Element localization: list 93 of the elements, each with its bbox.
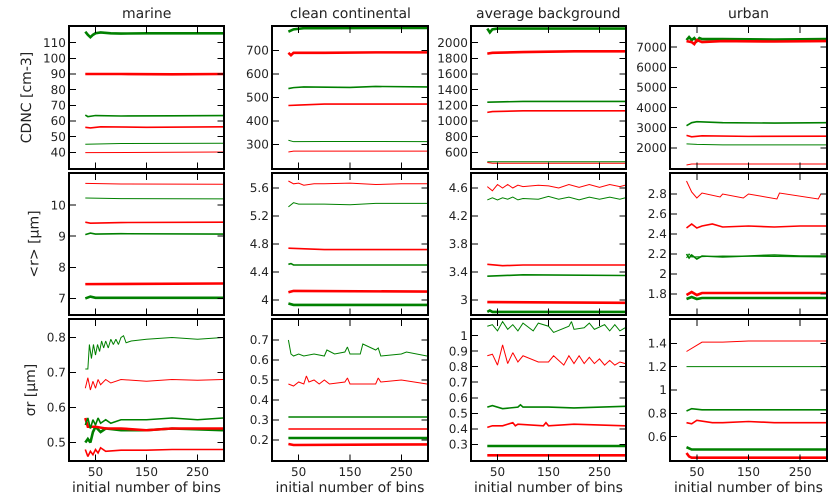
y-tick-label: 1 xyxy=(659,383,667,398)
y-tick-label: 0.9 xyxy=(448,344,468,358)
y-tick-label: 70 xyxy=(50,98,66,113)
y-tick-label: 1800 xyxy=(437,52,468,66)
y-tick-label: 6000 xyxy=(636,60,667,74)
y-tick-label: 60 xyxy=(50,114,66,128)
y-tick-label: 5.6 xyxy=(250,181,269,196)
y-tick-label: 600 xyxy=(444,146,468,160)
y-tick-label: 1.8 xyxy=(648,287,667,302)
x-tick-label: 150 xyxy=(537,465,560,480)
y-tick-label: 500 xyxy=(246,90,269,105)
y-tick-label: 9 xyxy=(58,229,66,244)
y-tick-label: 4.4 xyxy=(250,265,269,280)
y-tick-label: 1200 xyxy=(437,98,468,113)
x-tick-label: 150 xyxy=(135,465,158,480)
y-tick-label: 3.4 xyxy=(448,265,468,280)
y-tick-label: 2.4 xyxy=(648,227,667,242)
y-tick-label: 0.8 xyxy=(46,330,66,345)
y-tick-label: 0.6 xyxy=(648,430,667,444)
y-tick-label: 10 xyxy=(50,198,66,212)
y-tick-label: 2.8 xyxy=(648,187,667,202)
chart-title: clean continental xyxy=(290,6,411,22)
y-tick-label: 5.2 xyxy=(250,209,269,224)
y-tick-label: 0.8 xyxy=(448,360,468,374)
x-tick-label: 50 xyxy=(490,465,506,480)
y-tick-label: 4 xyxy=(261,293,269,308)
y-tick-label: 1000 xyxy=(437,114,468,128)
y-tick-label: 800 xyxy=(444,130,468,144)
x-tick-label: 50 xyxy=(291,465,306,480)
x-tick-label: 150 xyxy=(338,465,362,480)
y-axis-title: CDNC [cm-3] xyxy=(19,52,36,144)
y-tick-label: 0.5 xyxy=(46,436,66,450)
y-tick-label: 4.6 xyxy=(448,181,468,196)
y-tick-label: 40 xyxy=(50,146,66,160)
y-tick-label: 0.5 xyxy=(250,373,269,388)
x-axis-title: initial number of bins xyxy=(72,480,221,496)
y-tick-label: 0.8 xyxy=(648,406,667,421)
y-tick-label: 80 xyxy=(50,82,66,97)
y-tick-label: 0.3 xyxy=(448,438,468,452)
y-tick-label: 0.6 xyxy=(250,353,269,368)
y-tick-label: 0.7 xyxy=(250,333,269,348)
y-tick-label: 2000 xyxy=(636,141,667,156)
x-axis-title: initial number of bins xyxy=(674,480,823,496)
y-tick-label: 2.6 xyxy=(648,207,667,222)
y-tick-label: 600 xyxy=(246,67,269,82)
x-tick-label: 50 xyxy=(88,465,104,480)
y-axis-title: <r> [μm] xyxy=(26,210,43,278)
y-tick-label: 3.8 xyxy=(448,237,468,252)
y-tick-label: 700 xyxy=(246,44,269,58)
y-tick-label: 3000 xyxy=(636,120,667,135)
y-tick-label: 8 xyxy=(58,260,66,275)
x-axis-title: initial number of bins xyxy=(474,480,623,496)
y-tick-label: 400 xyxy=(246,114,269,128)
y-tick-label: 0.3 xyxy=(250,413,269,428)
y-tick-label: 2 xyxy=(659,267,667,282)
y-tick-label: 4.8 xyxy=(250,237,269,252)
y-tick-label: 0.5 xyxy=(448,406,468,421)
y-tick-label: 1400 xyxy=(437,82,468,97)
x-tick-label: 250 xyxy=(588,465,611,480)
y-tick-label: 7000 xyxy=(636,40,667,54)
y-tick-label: 110 xyxy=(42,36,66,50)
y-tick-label: 4000 xyxy=(636,100,667,115)
y-tick-label: 1 xyxy=(460,328,468,343)
chart-title: marine xyxy=(122,6,172,22)
y-tick-label: 1.4 xyxy=(648,336,667,351)
chart-title: urban xyxy=(728,6,769,22)
y-tick-label: 5000 xyxy=(636,80,667,95)
x-axis-title: initial number of bins xyxy=(276,480,424,496)
y-tick-label: 1600 xyxy=(437,67,468,82)
x-tick-label: 250 xyxy=(186,465,209,480)
y-tick-label: 0.6 xyxy=(46,400,66,415)
y-tick-label: 3 xyxy=(460,293,468,308)
y-tick-label: 0.4 xyxy=(250,393,269,408)
y-tick-label: 50 xyxy=(50,130,66,144)
y-tick-label: 7 xyxy=(58,292,66,306)
y-axis-title: σr [μm] xyxy=(22,364,39,416)
y-tick-label: 90 xyxy=(50,67,66,82)
y-tick-label: 0.6 xyxy=(448,390,468,405)
chart-title: average background xyxy=(476,6,621,22)
y-tick-label: 2000 xyxy=(437,36,468,50)
x-tick-label: 250 xyxy=(788,465,812,480)
x-tick-label: 150 xyxy=(737,465,760,480)
y-tick-label: 4.2 xyxy=(448,209,468,224)
y-tick-label: 300 xyxy=(246,138,269,152)
y-tick-label: 0.4 xyxy=(448,422,468,436)
y-tick-label: 0.2 xyxy=(250,433,269,448)
x-tick-label: 250 xyxy=(390,465,413,480)
y-tick-label: 1.2 xyxy=(648,360,667,374)
y-tick-label: 0.7 xyxy=(448,375,468,390)
x-tick-label: 50 xyxy=(689,465,704,480)
y-tick-label: 100 xyxy=(42,52,66,66)
y-tick-label: 2.2 xyxy=(648,247,667,262)
y-tick-label: 0.7 xyxy=(46,366,66,380)
